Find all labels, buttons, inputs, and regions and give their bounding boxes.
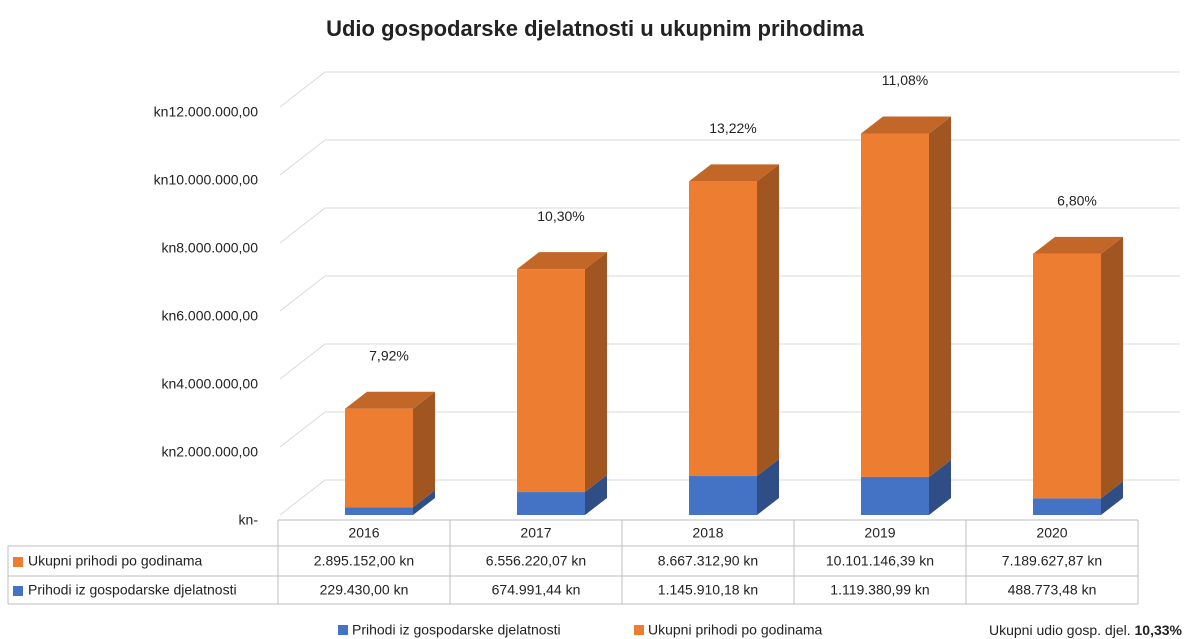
table-value: 7.189.627,87 kn	[1002, 553, 1102, 569]
y-tick-label: kn-	[239, 512, 259, 528]
share-label: 13,22%	[709, 120, 756, 136]
bar-side	[413, 391, 435, 508]
bar	[689, 181, 757, 477]
bar-side	[929, 459, 951, 515]
total-share: Ukupni udio gosp. djel. 10,33%	[989, 622, 1183, 638]
share-label: 7,92%	[369, 347, 409, 363]
table-value: 674.991,44 kn	[492, 582, 581, 598]
bar	[1033, 253, 1101, 499]
x-tick-label: 2018	[692, 525, 723, 541]
x-tick-label: 2017	[520, 525, 551, 541]
share-label: 10,30%	[537, 208, 584, 224]
bar-side	[929, 116, 951, 477]
y-tick-label: kn10.000.000,00	[154, 172, 259, 188]
bar-side	[1101, 236, 1123, 499]
bar-top	[861, 116, 951, 134]
bar	[861, 133, 929, 477]
bar	[861, 476, 929, 515]
x-tick-label: 2019	[864, 525, 895, 541]
bar-side	[413, 490, 435, 515]
total-share-value: 10,33%	[1135, 622, 1183, 638]
x-tick-label: 2016	[348, 525, 379, 541]
y-tick-label: kn4.000.000,00	[161, 376, 258, 392]
table-value: 229.430,00 kn	[320, 582, 409, 598]
bar-side	[585, 252, 607, 493]
table-value: 1.145.910,18 kn	[658, 582, 758, 598]
y-tick-label: kn8.000.000,00	[161, 240, 258, 256]
share-label: 6,80%	[1057, 193, 1097, 209]
legend-swatch	[13, 586, 23, 596]
table-value: 2.895.152,00 kn	[314, 553, 414, 569]
bar-top	[517, 252, 607, 270]
y-tick-label: kn2.000.000,00	[161, 444, 258, 460]
table-value: 488.773,48 kn	[1008, 582, 1097, 598]
bar	[345, 507, 413, 515]
bar	[517, 269, 585, 493]
bar-side	[1101, 481, 1123, 515]
total-share-label: Ukupni udio gosp. djel.	[989, 622, 1135, 638]
bar-top	[689, 164, 779, 182]
table-value: 8.667.312,90 kn	[658, 553, 758, 569]
table-value: 6.556.220,07 kn	[486, 553, 586, 569]
table-value: 10.101.146,39 kn	[826, 553, 934, 569]
x-tick-label: 2020	[1036, 525, 1067, 541]
bar	[1033, 498, 1101, 515]
grid-line	[279, 71, 1180, 108]
table-value: 1.119.380,99 kn	[830, 582, 929, 598]
bar	[517, 492, 585, 515]
y-tick-label: kn6.000.000,00	[161, 308, 258, 324]
chart-title: Udio gospodarske djelatnosti u ukupnim p…	[326, 16, 865, 41]
bar-top	[345, 391, 435, 409]
row-label: Ukupni prihodi po godinama	[28, 553, 203, 569]
bar-side	[757, 164, 779, 477]
bar-top	[1033, 236, 1123, 254]
bar-side	[585, 475, 607, 515]
legend-swatch	[634, 625, 644, 635]
y-tick-label: kn12.000.000,00	[154, 104, 259, 120]
legend-label: Ukupni prihodi po godinama	[648, 622, 823, 638]
bar	[345, 408, 413, 508]
row-label: Prihodi iz gospodarske djelatnosti	[28, 582, 237, 598]
legend-swatch	[338, 625, 348, 635]
bar-side	[757, 459, 779, 515]
bar	[689, 476, 757, 515]
legend-label: Prihodi iz gospodarske djelatnosti	[352, 622, 561, 638]
legend-swatch	[13, 557, 23, 567]
share-label: 11,08%	[882, 72, 928, 88]
